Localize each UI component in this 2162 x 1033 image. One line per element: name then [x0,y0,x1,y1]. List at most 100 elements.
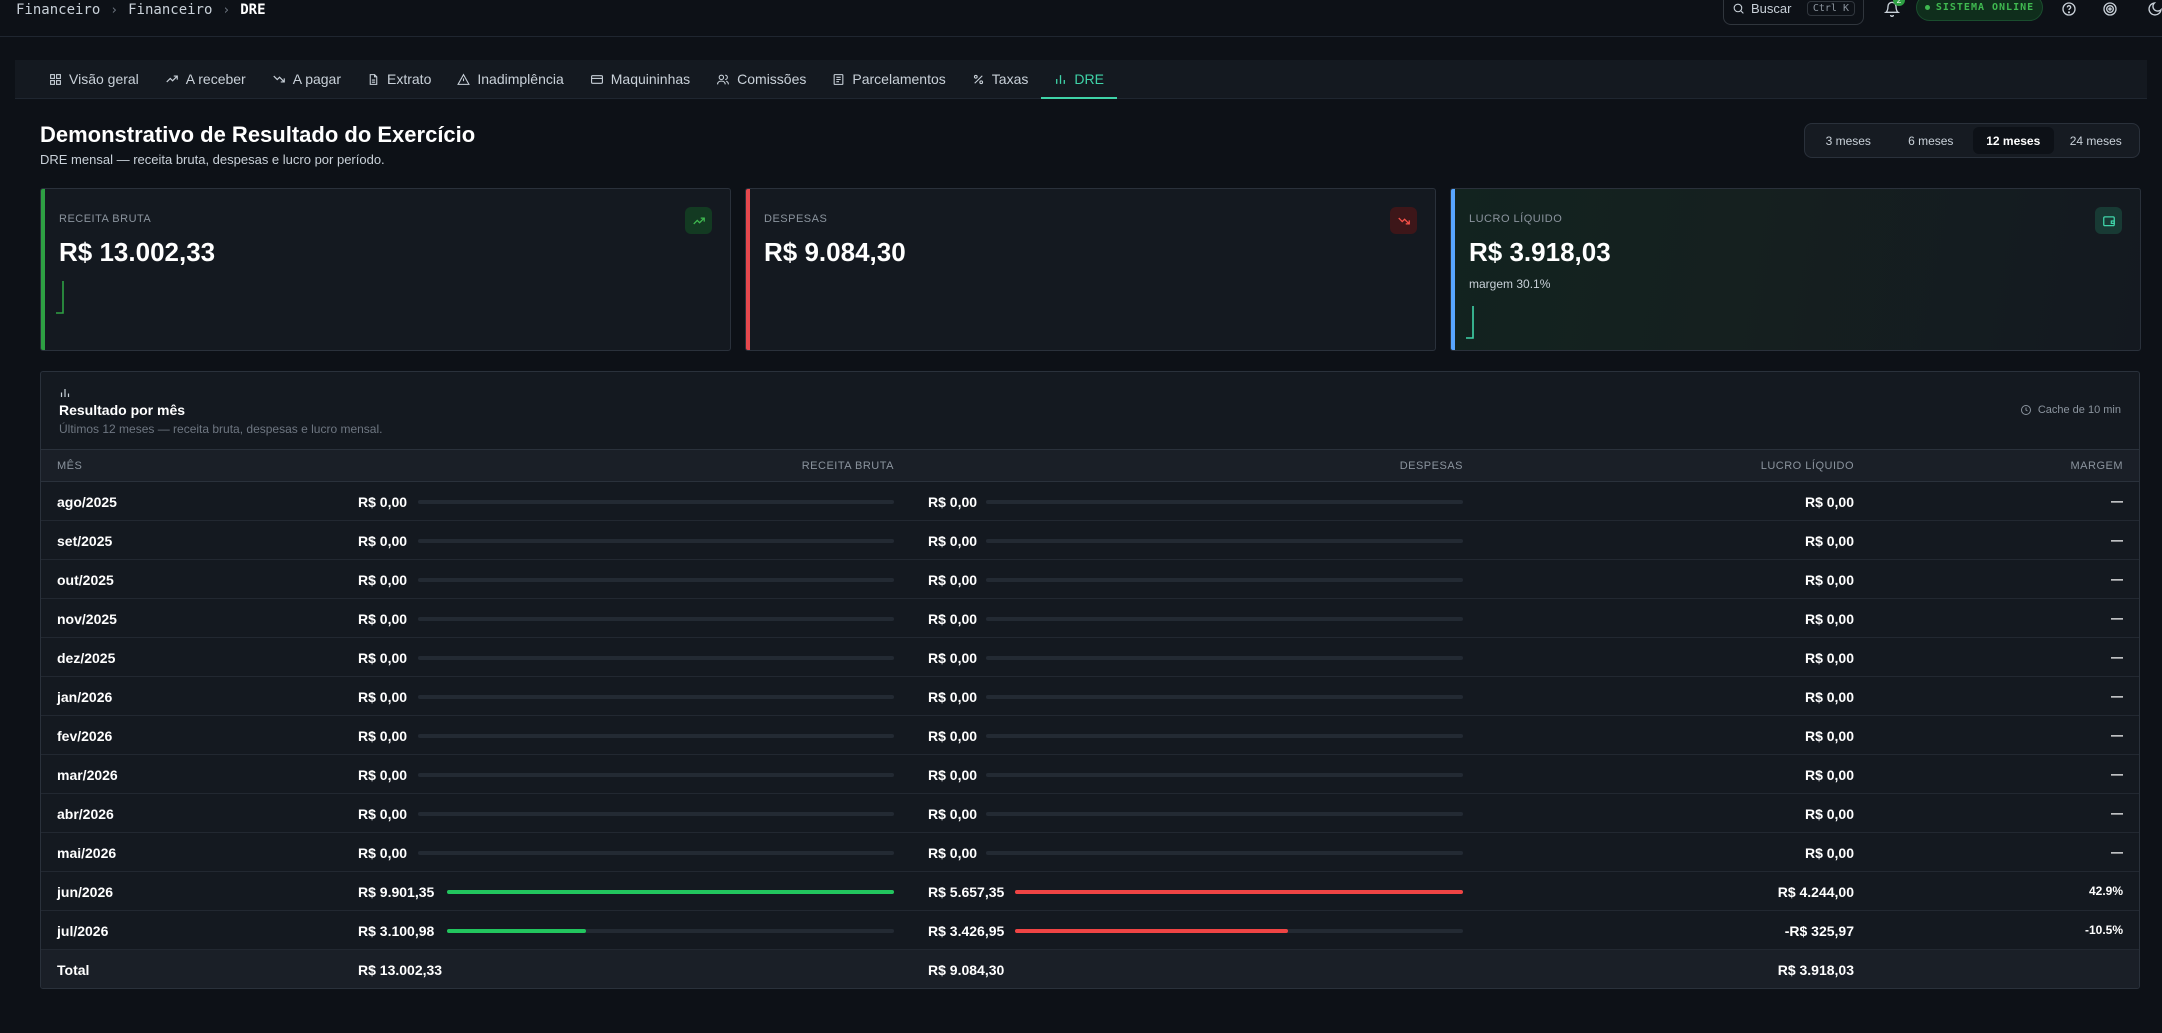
table-row: nov/2025 R$ 0,00 R$ 0,00 R$ 0,00 — [41,599,2139,638]
period-3-months[interactable]: 3 meses [1825,133,1871,148]
revenue-bar-track [447,929,894,933]
grid-icon [49,73,62,86]
profit-margin: margem 30.1% [1469,277,1551,291]
breadcrumb-item[interactable]: Financeiro [128,2,213,18]
row-month: abr/2026 [57,806,114,822]
row-profit: R$ 0,00 [1804,845,1854,861]
row-month: fev/2026 [57,728,113,744]
revenue-bar-track [418,734,894,738]
tab-maquininhas[interactable]: Maquininhas [577,60,703,98]
row-margin: — [2111,728,2123,742]
breadcrumb-separator: › [110,2,119,18]
tab-label: A pagar [292,71,341,87]
row-revenue: R$ 0,00 [358,767,408,783]
search-shortcut: Ctrl K [1806,1,1855,16]
row-revenue: R$ 0,00 [358,650,408,666]
period-6-months[interactable]: 6 meses [1908,133,1954,148]
row-month: ago/2025 [57,494,117,510]
row-margin: — [2111,611,2123,625]
panel-header: Resultado por mês Últimos 12 meses — rec… [41,372,2139,449]
accent-bar [1451,189,1455,350]
revenue-bar-track [418,617,894,621]
row-profit: R$ 0,00 [1804,767,1854,783]
row-month: nov/2025 [57,611,117,627]
row-revenue: R$ 9.901,35 [358,884,435,900]
card-value: R$ 13.002,33 [59,237,216,267]
revenue-bar-fill [447,890,894,894]
expenses-bar-track [986,695,1463,699]
row-month: dez/2025 [57,650,116,666]
row-revenue: R$ 3.100,98 [358,923,435,939]
period-24-months[interactable]: 24 meses [2069,133,2122,148]
monthly-results-panel: Resultado por mês Últimos 12 meses — rec… [40,371,2140,989]
bar-chart-icon [59,387,71,399]
help-icon[interactable] [2060,0,2078,18]
expenses-bar-track [986,734,1463,738]
file-icon [367,73,380,86]
tab-label: Taxas [991,71,1029,87]
theme-toggle-icon[interactable] [2146,0,2162,18]
row-margin: — [2111,845,2123,859]
table-row: mar/2026 R$ 0,00 R$ 0,00 R$ 0,00 — [41,755,2139,794]
target-icon[interactable] [2101,0,2119,18]
expenses-bar-track [986,851,1463,855]
row-margin: — [2111,650,2123,664]
period-12-months[interactable]: 12 meses [1973,127,2054,154]
tab-comissoes[interactable]: Comissões [703,60,819,98]
cache-info: Cache de 10 min [2020,404,2121,416]
row-month: out/2025 [57,572,114,588]
row-margin: — [2111,533,2123,547]
tab-parcelamentos[interactable]: Parcelamentos [819,60,958,98]
table-row: mai/2026 R$ 0,00 R$ 0,00 R$ 0,00 — [41,833,2139,872]
total-profit: R$ 3.918,03 [1777,962,1854,978]
tab-taxas[interactable]: Taxas [959,60,1042,98]
period-selector: 3 meses 6 meses 12 meses 24 meses [1804,123,2140,158]
table-row: out/2025 R$ 0,00 R$ 0,00 R$ 0,00 — [41,560,2139,599]
card-label: LUCRO LÍQUIDO [1469,213,1563,225]
row-margin: — [2111,806,2123,820]
trending-up-icon [685,207,712,234]
revenue-card: RECEITA BRUTA R$ 13.002,33 [40,188,731,351]
row-margin: — [2111,494,2123,508]
row-profit: R$ 0,00 [1804,533,1854,549]
row-revenue: R$ 0,00 [358,728,408,744]
row-profit: R$ 0,00 [1804,650,1854,666]
column-margin: MARGEM [2070,460,2123,472]
table-row: set/2025 R$ 0,00 R$ 0,00 R$ 0,00 — [41,521,2139,560]
tab-label: Extrato [387,71,432,87]
row-margin: — [2111,767,2123,781]
row-month: mar/2026 [57,767,118,783]
status-dot [1924,5,1930,10]
revenue-bar-track [418,773,894,777]
tab-a-receber[interactable]: A receber [152,60,259,98]
tab-label: DRE [1074,71,1104,87]
tab-inadimplencia[interactable]: Inadimplência [444,60,576,98]
breadcrumb-separator: › [222,2,231,18]
tab-extrato[interactable]: Extrato [354,60,444,98]
expenses-bar-track [986,617,1463,621]
row-month: jan/2026 [57,689,113,705]
bell-icon[interactable] [1882,0,1902,18]
total-revenue: R$ 13.002,33 [358,962,443,978]
panel-subtitle: Últimos 12 meses — receita bruta, despes… [59,422,383,436]
tab-dre[interactable]: DRE [1041,60,1117,99]
row-expenses: R$ 0,00 [928,533,978,549]
tab-visao-geral[interactable]: Visão geral [36,60,152,98]
accent-bar [41,189,45,350]
breadcrumb-item[interactable]: Financeiro [16,2,101,18]
row-month: set/2025 [57,533,113,549]
tab-a-pagar[interactable]: A pagar [259,60,354,98]
tab-label: Inadimplência [477,71,564,87]
row-month: jul/2026 [57,923,109,939]
expenses-bar-track [1015,890,1463,894]
search-button[interactable]: Buscar Ctrl K [1723,0,1864,25]
row-revenue: R$ 0,00 [358,689,408,705]
top-bar: Financeiro › Financeiro › DRE Buscar Ctr… [0,0,2162,37]
card-label: DESPESAS [764,213,828,225]
notification-badge: 2 [1893,0,1905,6]
expenses-bar-track [986,812,1463,816]
tab-label: Visão geral [69,71,139,87]
row-month: jun/2026 [57,884,114,900]
revenue-sparkline [56,281,64,314]
tab-label: Comissões [737,71,807,87]
